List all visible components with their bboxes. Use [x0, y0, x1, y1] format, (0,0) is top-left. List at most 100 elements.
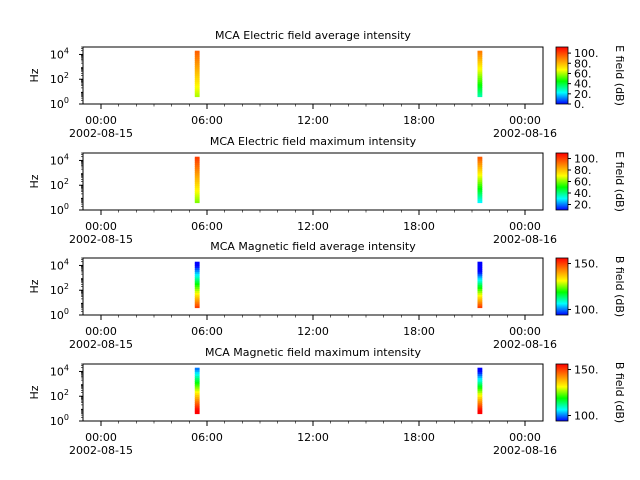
x-tick-label: 00:00 — [509, 220, 541, 233]
x-tick-date: 2002-08-15 — [69, 233, 133, 246]
burst-1-cell — [194, 54, 200, 57]
burst-1-cell — [194, 404, 200, 407]
burst-1-cell — [194, 273, 200, 276]
colorbar-tick-label: 20. — [574, 198, 592, 211]
burst-2-cell — [477, 409, 483, 413]
x-tick-label: 12:00 — [297, 220, 329, 233]
burst-1-cell — [194, 164, 200, 167]
burst-2-cell — [477, 404, 483, 407]
panel-title: MCA Electric field maximum intensity — [210, 135, 417, 148]
burst-2-cell — [477, 371, 483, 374]
burst-1-cell — [194, 66, 200, 69]
burst-2-cell — [477, 162, 483, 165]
burst-1-cell — [194, 375, 200, 378]
burst-1-cell — [194, 400, 200, 403]
burst-2-cell — [477, 166, 483, 169]
axes-frame — [82, 257, 544, 316]
x-tick-date: 2002-08-15 — [69, 444, 133, 457]
burst-2-cell — [477, 181, 483, 184]
burst-1-cell — [194, 179, 200, 183]
burst-1-cell — [194, 87, 200, 90]
x-tick-label: 18:00 — [403, 325, 435, 338]
y-tick-label: 102 — [50, 71, 69, 86]
burst-1-cell — [194, 158, 200, 162]
colorbar-tick-label: 80. — [574, 57, 592, 70]
burst-1-cell — [194, 177, 200, 181]
burst-2-cell — [477, 196, 483, 200]
panel-2: MCA Electric field maximum intensity 100 1… — [28, 135, 626, 246]
burst-2-cell — [477, 379, 483, 382]
burst-1-cell — [194, 162, 200, 165]
x-tick-label: 06:00 — [191, 325, 223, 338]
x-tick-label: 00:00 — [509, 325, 541, 338]
burst-1-cell — [194, 371, 200, 374]
burst-1-cell — [194, 265, 200, 268]
burst-2-cell — [477, 275, 483, 278]
colorbar-tick-label: 60. — [574, 176, 592, 189]
burst-2-cell — [477, 292, 483, 295]
burst-1-cell — [194, 271, 200, 274]
burst-2-cell — [477, 290, 483, 293]
burst-2-cell — [477, 193, 483, 196]
x-tick-date: 2002-08-16 — [493, 233, 557, 246]
burst-1-cell — [194, 156, 200, 160]
burst-1-cell — [194, 305, 200, 309]
x-tick-label: 12:00 — [297, 325, 329, 338]
burst-2-cell — [477, 388, 483, 392]
burst-2-cell — [477, 183, 483, 186]
burst-1-cell — [194, 172, 200, 175]
burst-2-cell — [477, 269, 483, 272]
burst-2-cell — [477, 367, 483, 371]
burst-2-cell — [477, 405, 483, 409]
x-tick-label: 00:00 — [85, 114, 117, 127]
burst-1-cell — [194, 85, 200, 88]
burst-2-cell — [477, 189, 483, 192]
burst-2-cell — [477, 62, 483, 65]
x-tick-label: 06:00 — [191, 220, 223, 233]
burst-1-cell — [194, 282, 200, 286]
x-tick-date: 2002-08-16 — [493, 444, 557, 457]
burst-1-cell — [194, 267, 200, 270]
burst-2-cell — [477, 168, 483, 171]
x-tick-label: 18:00 — [403, 431, 435, 444]
burst-1-cell — [194, 170, 200, 173]
burst-2-cell — [477, 277, 483, 280]
burst-1-cell — [194, 398, 200, 401]
burst-1-cell — [194, 71, 200, 75]
burst-1-cell — [194, 381, 200, 384]
y-axis-label: Hz — [28, 279, 41, 293]
burst-1-cell — [194, 88, 200, 92]
burst-2-cell — [477, 71, 483, 75]
burst-1-cell — [194, 58, 200, 61]
x-tick-label: 00:00 — [509, 431, 541, 444]
x-tick-label: 06:00 — [191, 431, 223, 444]
colorbar-tick-label: 100. — [574, 409, 599, 422]
axes-frame — [82, 46, 544, 105]
burst-1-cell — [194, 187, 200, 190]
y-tick-label: 104 — [50, 46, 69, 61]
burst-1-cell — [194, 407, 200, 411]
burst-1-cell — [194, 396, 200, 399]
burst-2-cell — [477, 386, 483, 390]
burst-1-cell — [194, 193, 200, 196]
burst-2-cell — [477, 158, 483, 162]
burst-1-cell — [194, 284, 200, 288]
burst-1-cell — [194, 409, 200, 413]
burst-2-cell — [477, 273, 483, 276]
burst-2-cell — [477, 301, 483, 305]
burst-1-cell — [194, 56, 200, 59]
burst-2-cell — [477, 185, 483, 188]
burst-1-cell — [194, 79, 200, 82]
y-tick-label: 104 — [50, 257, 69, 272]
burst-2-cell — [477, 265, 483, 268]
burst-1-cell — [194, 275, 200, 278]
burst-1-cell — [194, 303, 200, 307]
y-axis-label: Hz — [28, 174, 41, 188]
burst-1-cell — [194, 388, 200, 392]
burst-1-cell — [194, 194, 200, 198]
burst-2-cell — [477, 177, 483, 181]
burst-1-cell — [194, 390, 200, 394]
colorbar-label: E field (dB) — [613, 45, 626, 106]
colorbar-tick-label: 0. — [574, 98, 585, 111]
burst-1-cell — [194, 60, 200, 63]
